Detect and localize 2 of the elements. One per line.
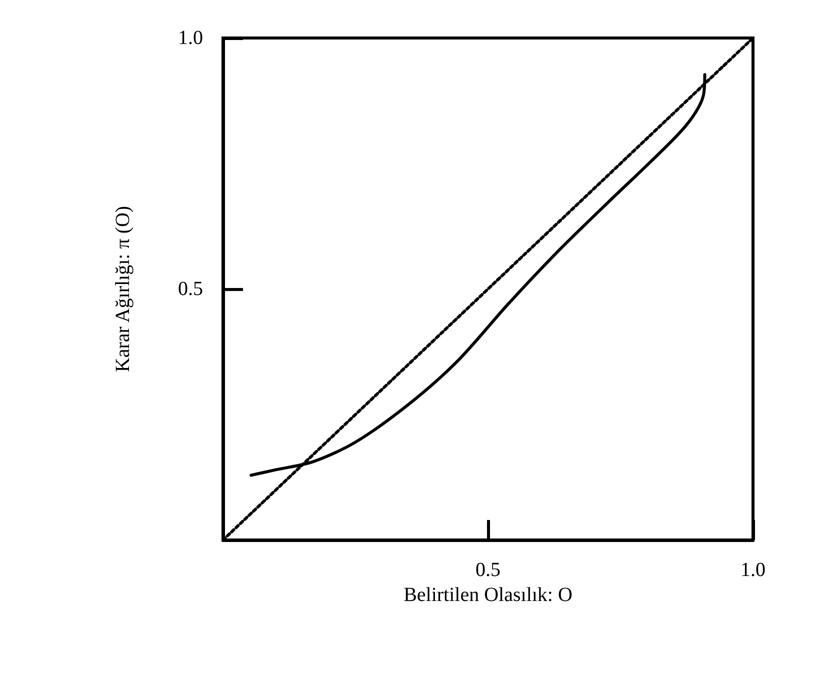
x-axis-title: Belirtilen Olasılık: O (404, 584, 572, 606)
y-axis-title: Karar Ağırlığı: π (O) (112, 206, 134, 372)
